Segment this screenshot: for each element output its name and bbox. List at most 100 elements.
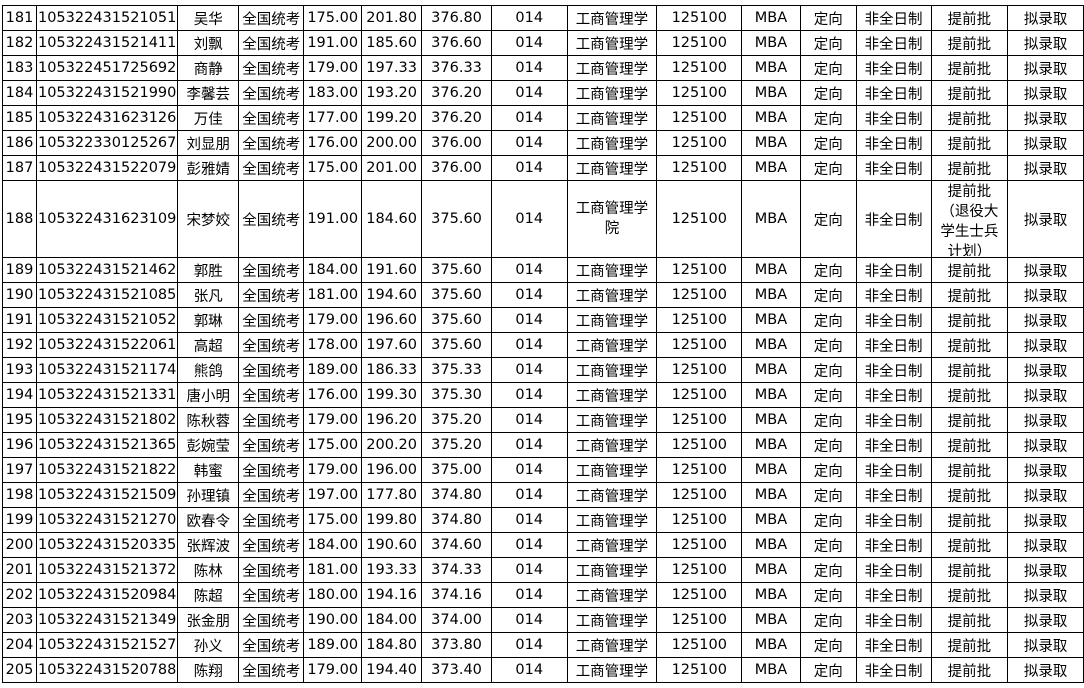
dept-code-cell: 014 (490, 532, 568, 558)
table-row: 195 105322431521802 陈秋蓉 全国统考 179.00 196.20 375… (2, 407, 1084, 433)
name-cell: 张凡 (177, 282, 240, 308)
name-cell: 陈秋蓉 (177, 407, 240, 433)
score-a-cell: 183.00 (303, 80, 363, 106)
score-a-cell: 181.00 (303, 557, 363, 583)
mode-cell: 定向 (799, 407, 857, 433)
dept-cell: 工商管理学 (566, 432, 658, 458)
status-cell: 拟录取 (1007, 432, 1084, 458)
exam-id-cell: 105322431520984 (35, 582, 179, 608)
score-b-cell: 199.30 (361, 382, 423, 408)
exam-type-cell: 全国统考 (238, 382, 305, 408)
exam-type-cell: 全国统考 (238, 30, 305, 56)
exam-type-cell: 全国统考 (238, 80, 305, 106)
score-a-cell: 175.00 (303, 432, 363, 458)
dept-code-cell: 014 (490, 332, 568, 358)
rank-cell: 186 (2, 130, 37, 156)
mode-cell: 定向 (799, 607, 857, 633)
dept-cell: 工商管理学 (566, 632, 658, 658)
mode-cell: 定向 (799, 282, 857, 308)
total-cell: 374.16 (421, 582, 492, 608)
rank-cell: 204 (2, 632, 37, 658)
study-type-cell: 非全日制 (855, 55, 932, 81)
dept-code-cell: 014 (490, 607, 568, 633)
dept-code-cell: 014 (490, 130, 568, 156)
batch-cell: 提前批 (930, 55, 1009, 81)
mode-cell: 定向 (799, 582, 857, 608)
exam-type-cell: 全国统考 (238, 407, 305, 433)
mode-cell: 定向 (799, 105, 857, 131)
dept-code-cell: 014 (490, 80, 568, 106)
score-b-cell: 184.00 (361, 607, 423, 633)
batch-cell: 提前批 (930, 30, 1009, 56)
total-cell: 375.60 (421, 257, 492, 283)
status-cell: 拟录取 (1007, 357, 1084, 383)
rank-cell: 182 (2, 30, 37, 56)
cell-text: 工商管理学院 (575, 201, 649, 237)
mode-cell: 定向 (799, 632, 857, 658)
major-cell: MBA (741, 482, 801, 508)
table-row: 196 105322431521365 彭婉莹 全国统考 175.00 200.20 375… (2, 432, 1084, 458)
score-a-cell: 175.00 (303, 507, 363, 533)
table-row: 188 105322431623109 宋梦姣 全国统考 191.00 184.60 375… (2, 180, 1084, 258)
score-a-cell: 179.00 (303, 457, 363, 483)
exam-type-cell: 全国统考 (238, 257, 305, 283)
total-cell: 376.20 (421, 105, 492, 131)
table-row: 191 105322431521052 郭琳 全国统考 179.00 196.60 375.… (2, 307, 1084, 333)
score-b-cell: 199.80 (361, 507, 423, 533)
major-cell: MBA (741, 657, 801, 683)
exam-id-cell: 105322330125267 (35, 130, 179, 156)
rank-cell: 202 (2, 582, 37, 608)
dept-code-cell: 014 (490, 582, 568, 608)
exam-type-cell: 全国统考 (238, 155, 305, 181)
batch-cell: 提前批 (930, 507, 1009, 533)
exam-type-cell: 全国统考 (238, 507, 305, 533)
dept-cell: 工商管理学 (566, 282, 658, 308)
table-row: 201 105322431521372 陈林 全国统考 181.00 193.33 374.… (2, 557, 1084, 583)
name-cell: 唐小明 (177, 382, 240, 408)
score-b-cell: 197.33 (361, 55, 423, 81)
mode-cell: 定向 (799, 507, 857, 533)
exam-id-cell: 105322431521349 (35, 607, 179, 633)
batch-cell: 提前批 (930, 457, 1009, 483)
major-cell: MBA (741, 282, 801, 308)
total-cell: 374.80 (421, 482, 492, 508)
rank-cell: 196 (2, 432, 37, 458)
score-b-cell: 199.20 (361, 105, 423, 131)
major-cell: MBA (741, 557, 801, 583)
dept-cell: 工商管理学 (566, 30, 658, 56)
name-cell: 陈翔 (177, 657, 240, 683)
dept-cell: 工商管理学 (566, 482, 658, 508)
score-b-cell: 193.33 (361, 557, 423, 583)
rank-cell: 198 (2, 482, 37, 508)
score-a-cell: 179.00 (303, 307, 363, 333)
score-b-cell: 185.60 (361, 30, 423, 56)
table-row: 202 105322431520984 陈超 全国统考 180.00 194.16 374.… (2, 582, 1084, 608)
status-cell: 拟录取 (1007, 105, 1084, 131)
exam-type-cell: 全国统考 (238, 5, 305, 31)
exam-id-cell: 105322431522079 (35, 155, 179, 181)
name-cell: 万佳 (177, 105, 240, 131)
total-cell: 376.80 (421, 5, 492, 31)
major-code-cell: 125100 (656, 557, 743, 583)
batch-cell: 提前批 (930, 5, 1009, 31)
exam-type-cell: 全国统考 (238, 432, 305, 458)
score-a-cell: 190.00 (303, 607, 363, 633)
name-cell: 郭胜 (177, 257, 240, 283)
batch-cell: 提前批 (930, 632, 1009, 658)
exam-id-cell: 105322431521365 (35, 432, 179, 458)
table-row: 203 105322431521349 张金朋 全国统考 190.00 184.00 374… (2, 607, 1084, 633)
mode-cell: 定向 (799, 180, 857, 258)
table-row: 185 105322431623126 万佳 全国统考 177.00 199.20 376.… (2, 105, 1084, 131)
major-cell: MBA (741, 332, 801, 358)
mode-cell: 定向 (799, 130, 857, 156)
exam-id-cell: 105322431521331 (35, 382, 179, 408)
total-cell: 376.00 (421, 130, 492, 156)
batch-cell: 提前批 (930, 382, 1009, 408)
exam-id-cell: 105322431521052 (35, 307, 179, 333)
total-cell: 376.33 (421, 55, 492, 81)
status-cell: 拟录取 (1007, 5, 1084, 31)
batch-cell: 提前批 (930, 130, 1009, 156)
study-type-cell: 非全日制 (855, 507, 932, 533)
dept-cell: 工商管理学 (566, 155, 658, 181)
batch-cell: 提前批 (930, 532, 1009, 558)
